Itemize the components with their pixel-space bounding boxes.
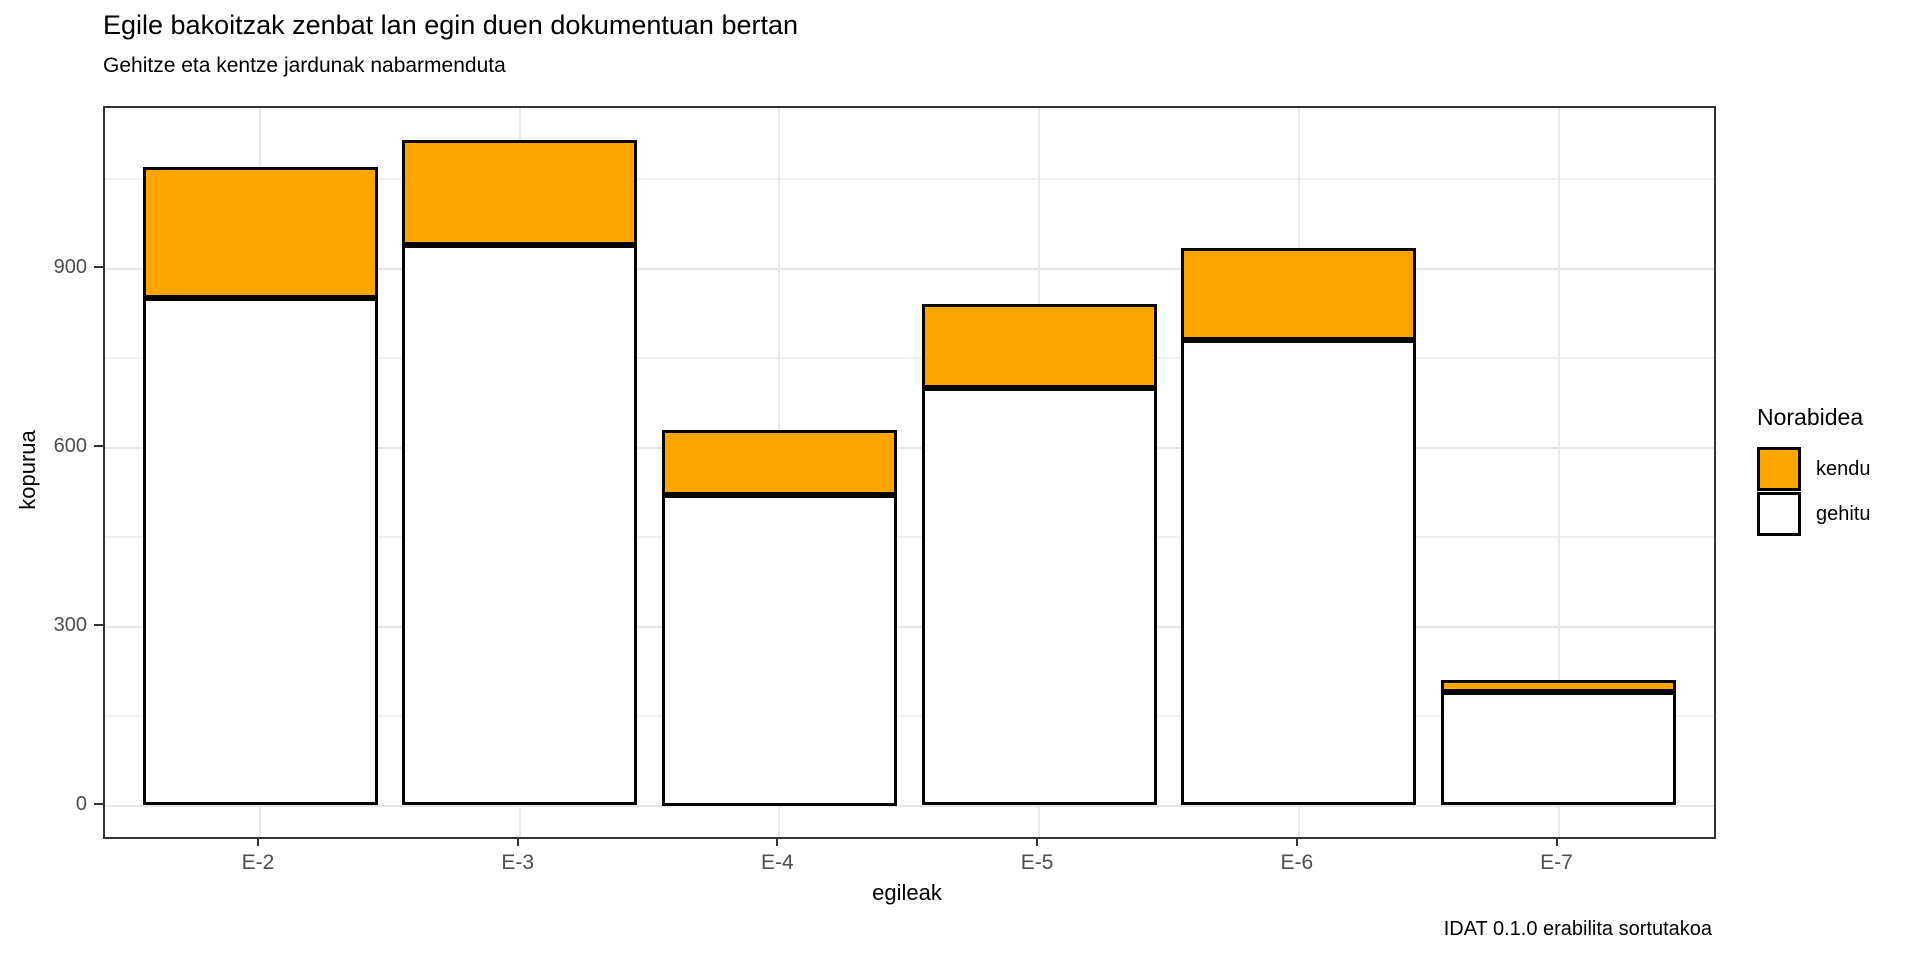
- x-tick-label: E-5: [1020, 851, 1054, 874]
- x-tick-label: E-6: [1280, 851, 1314, 874]
- legend-label: gehitu: [1816, 502, 1871, 525]
- chart-caption: IDAT 0.1.0 erabilita sortutakoa: [1443, 918, 1712, 940]
- bar-segment-gehitu: [142, 298, 378, 806]
- x-tick-mark: [776, 837, 779, 846]
- y-minor-gridline: [105, 715, 1714, 717]
- x-tick-mark: [1295, 837, 1298, 846]
- x-tick-label: E-3: [501, 851, 535, 874]
- legend-swatch-kendu: [1757, 447, 1801, 491]
- y-tick-label: 600: [53, 434, 87, 457]
- y-major-gridline: [105, 446, 1714, 449]
- bar-segment-gehitu: [1181, 340, 1417, 806]
- legend-label: kendu: [1816, 457, 1871, 480]
- chart-subtitle: Gehitze eta kentze jardunak nabarmenduta: [103, 54, 506, 77]
- x-tick-mark: [257, 837, 259, 846]
- x-tick-mark: [1555, 837, 1558, 846]
- legend-item-kendu: kendu: [1757, 447, 1871, 491]
- x-major-gridline: [1557, 108, 1560, 837]
- chart-title: Egile bakoitzak zenbat lan egin duen dok…: [103, 10, 798, 40]
- bar-segment-kendu: [142, 167, 378, 299]
- bar-segment-gehitu: [402, 244, 638, 806]
- y-major-gridline: [105, 804, 1714, 807]
- bar-segment-kendu: [921, 304, 1157, 388]
- legend-item-gehitu: gehitu: [1757, 492, 1871, 536]
- y-tick-mark: [94, 802, 103, 805]
- y-tick-label: 300: [53, 613, 87, 636]
- bar-segment-kendu: [402, 140, 638, 245]
- y-minor-gridline: [105, 357, 1714, 359]
- bar-segment-gehitu: [1441, 692, 1676, 806]
- x-tick-label: E-2: [241, 851, 275, 874]
- x-tick-label: E-7: [1540, 851, 1573, 874]
- y-major-gridline: [105, 267, 1714, 270]
- x-tick-label: E-4: [761, 851, 794, 874]
- bar-segment-kendu: [1441, 680, 1676, 693]
- x-tick-mark: [1036, 837, 1039, 846]
- x-axis-title: egileak: [872, 880, 942, 905]
- bar-segment-gehitu: [921, 387, 1157, 806]
- y-minor-gridline: [105, 178, 1714, 180]
- plot-panel: [103, 106, 1716, 839]
- bar-segment-gehitu: [661, 495, 897, 806]
- y-tick-label: 0: [75, 792, 87, 815]
- x-tick-mark: [516, 837, 519, 846]
- legend: Norabidea kendu gehitu: [1757, 404, 1871, 537]
- y-tick-mark: [94, 444, 103, 447]
- y-tick-label: 900: [53, 255, 87, 278]
- y-tick-mark: [94, 265, 103, 268]
- legend-swatch-gehitu: [1757, 492, 1801, 536]
- y-tick-mark: [94, 623, 103, 626]
- bar-segment-kendu: [1181, 247, 1417, 341]
- bar-segment-kendu: [661, 429, 897, 496]
- y-minor-gridline: [105, 536, 1714, 538]
- y-major-gridline: [105, 625, 1714, 628]
- legend-title: Norabidea: [1757, 404, 1864, 430]
